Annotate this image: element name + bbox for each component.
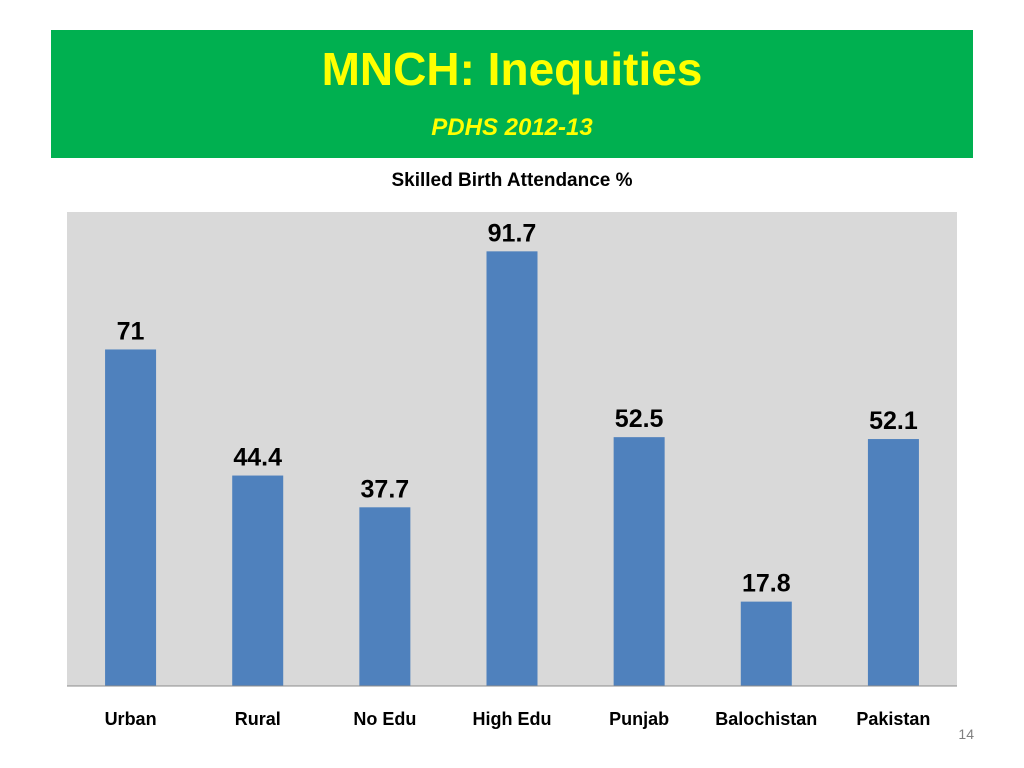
slide-title: MNCH: Inequities: [321, 43, 703, 95]
x-tick-label: Urban: [105, 709, 157, 729]
data-label: 17.8: [742, 570, 791, 598]
x-tick-label: Punjab: [609, 709, 669, 729]
bar-pakistan: [867, 439, 919, 686]
bar-rural: [232, 475, 284, 686]
data-label: 52.5: [615, 405, 664, 433]
x-tick-label: Rural: [235, 709, 281, 729]
data-label: 44.4: [233, 444, 282, 472]
chart-title: Skilled Birth Attendance %: [391, 170, 633, 191]
x-tick-label: Pakistan: [856, 709, 930, 729]
x-tick-label: No Edu: [353, 709, 416, 729]
bars-layer: [105, 251, 919, 687]
data-label: 52.1: [869, 407, 918, 435]
data-label: 91.7: [488, 219, 537, 247]
bar-balochistan: [740, 601, 792, 686]
bar-high-edu: [486, 251, 538, 687]
bar-no-edu: [359, 507, 411, 686]
bar-punjab: [613, 437, 665, 686]
title-banner: MNCH: Inequities PDHS 2012-13: [51, 30, 973, 158]
data-label: 71: [117, 317, 145, 345]
labels-layer: 71 Urban 44.4 Rural 37.7 No Edu 91.7 High Edu 52…: [105, 219, 931, 729]
page-number: 14: [958, 726, 974, 742]
x-tick-label: High Edu: [473, 709, 552, 729]
bar-urban: [105, 349, 157, 686]
x-tick-label: Balochistan: [715, 709, 817, 729]
data-label: 37.7: [361, 475, 410, 503]
slide-subtitle: PDHS 2012-13: [431, 114, 593, 141]
